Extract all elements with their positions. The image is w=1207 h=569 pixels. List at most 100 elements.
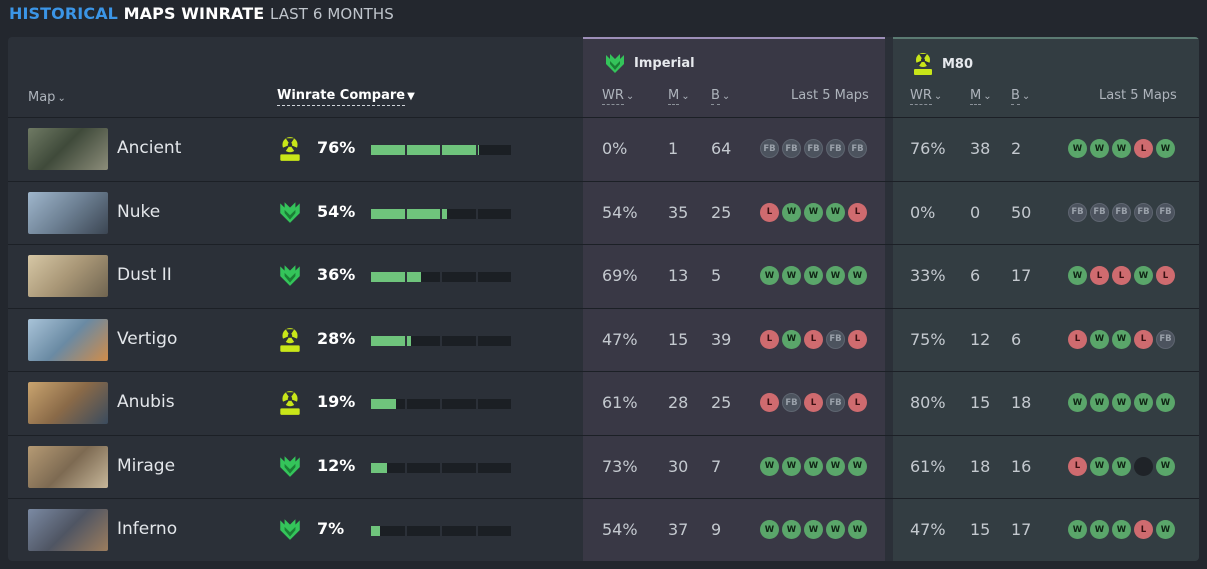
result-badge: W [826,202,845,222]
result-badge: L [760,393,779,412]
imperial-bans: 25 [711,202,732,222]
winrate-compare-bar [371,526,511,536]
m80-wr: 61% [910,456,946,476]
imperial-m-header[interactable]: M ⌄ [668,88,690,105]
result-badge: W [1068,520,1087,539]
b-label: B [711,88,720,105]
page-title: HISTORICAL MAPS WINRATE LAST 6 MONTHS [9,4,394,23]
result-badge: W [826,456,845,476]
winrate-diff-value: 54% [317,201,356,221]
map-name: Nuke [117,201,161,222]
m80-last5-results: L W W L FB [1068,329,1175,349]
m80-bans: 18 [1011,393,1032,412]
winrate-diff-value: 76% [317,138,356,157]
result-badge: FB [1090,202,1109,222]
winrate-compare-bar [371,208,511,219]
m80-matches: 0 [970,202,981,222]
result-badge: L [1156,266,1175,285]
title-period: LAST 6 MONTHS [269,5,394,23]
m80-wr: 33% [910,266,946,285]
m80-bans: 50 [1011,202,1032,222]
m80-matches: 15 [970,393,991,412]
result-badge: W [1134,266,1153,285]
m80-wr: 80% [910,393,946,412]
winrate-diff-value: 36% [317,265,356,284]
table-row[interactable]: Vertigo 28% 47% 15 39 75% 12 6 L W L FB L L W W L FB [8,307,1199,371]
imperial-matches: 1 [668,139,679,158]
result-badge: W [1156,393,1175,412]
result-badge: W [804,266,823,285]
winrate-diff-value: 28% [317,328,356,348]
table-row[interactable]: Nuke 54% 54% 35 25 0% 0 50 L W W W L FB FB FB FB FB [8,180,1199,244]
result-badge: W [1068,393,1087,412]
table-row[interactable]: Inferno 7% 54% 37 9 47% 15 17 W W W W W W W W L W [8,498,1199,561]
map-name: Dust II [117,265,172,285]
result-badge: L [848,202,867,222]
table-row[interactable]: Ancient 76% 0% 1 64 76% 38 2 FB FB FB FB FB W W W L W [8,117,1199,180]
imperial-b-header[interactable]: B ⌄ [711,88,731,105]
m80-wr: 0% [910,202,936,222]
winrate-compare-sort-header[interactable]: Winrate Compare ▼ [277,88,415,106]
wr-label: WR [602,88,624,105]
imperial-wr-header[interactable]: WR ⌄ [602,88,634,105]
m80-wr: 76% [910,139,946,158]
team-header-m80[interactable]: M80 [911,51,973,77]
map-thumbnail [28,382,108,424]
winrate-diff-value: 12% [317,455,356,475]
b-label: B [1011,88,1020,105]
winrate-diff-value: 19% [317,392,356,411]
result-badge: L [848,393,867,412]
imperial-last5-results: L FB L FB L [760,393,867,412]
imperial-wr: 73% [602,456,638,476]
result-badge: W [1068,139,1087,158]
m80-last5-results: FB FB FB FB FB [1068,202,1175,222]
title-maps-winrate: MAPS WINRATE [123,4,265,23]
result-badge: L [1112,266,1131,285]
chevron-down-icon: ⌄ [983,91,992,102]
winrate-diff-value: 7% [317,519,345,538]
result-badge: L [760,329,779,349]
m80-bans: 16 [1011,456,1032,476]
winrate-compare-bar [371,145,511,155]
chevron-down-icon: ⌄ [721,91,731,102]
m80-logo-icon [277,135,303,163]
m80-wr-header[interactable]: WR ⌄ [910,88,942,105]
table-row[interactable]: Dust II 36% 69% 13 5 33% 6 17 W W W W W W L L W L [8,244,1199,307]
table-row[interactable]: Anubis 19% 61% 28 25 80% 15 18 L FB L FB L W W W W W [8,371,1199,434]
m80-logo-icon [277,389,303,417]
result-badge: W [1112,329,1131,349]
map-sort-header[interactable]: Map ⌄ [28,90,66,105]
imperial-wr: 0% [602,139,628,158]
imperial-wr: 54% [602,202,638,222]
m80-wr: 75% [910,329,946,349]
result-badge: L [1134,139,1153,158]
team-header-imperial[interactable]: Imperial [603,51,695,75]
result-badge: FB [782,139,801,158]
result-badge: W [1112,139,1131,158]
result-badge: W [804,520,823,539]
result-badge: L [1068,456,1087,476]
map-name: Anubis [117,392,175,412]
m80-m-header[interactable]: M ⌄ [970,88,992,105]
result-badge: W [1134,393,1153,412]
table-row[interactable]: Mirage 12% 73% 30 7 61% 18 16 W W W W W L W W W [8,434,1199,498]
m-label: M [970,88,982,105]
imperial-logo-icon [277,516,303,544]
result-badge: W [760,456,779,476]
map-thumbnail [28,128,108,170]
imperial-logo-icon [277,199,303,227]
result-badge: L [1068,329,1087,349]
result-badge: W [804,456,823,476]
m80-b-header[interactable]: B ⌄ [1011,88,1030,105]
result-badge: W [1090,456,1109,476]
imperial-wr: 54% [602,520,638,539]
imperial-wr: 61% [602,393,638,412]
m80-logo-icon [277,326,303,354]
result-badge: FB [804,139,823,158]
